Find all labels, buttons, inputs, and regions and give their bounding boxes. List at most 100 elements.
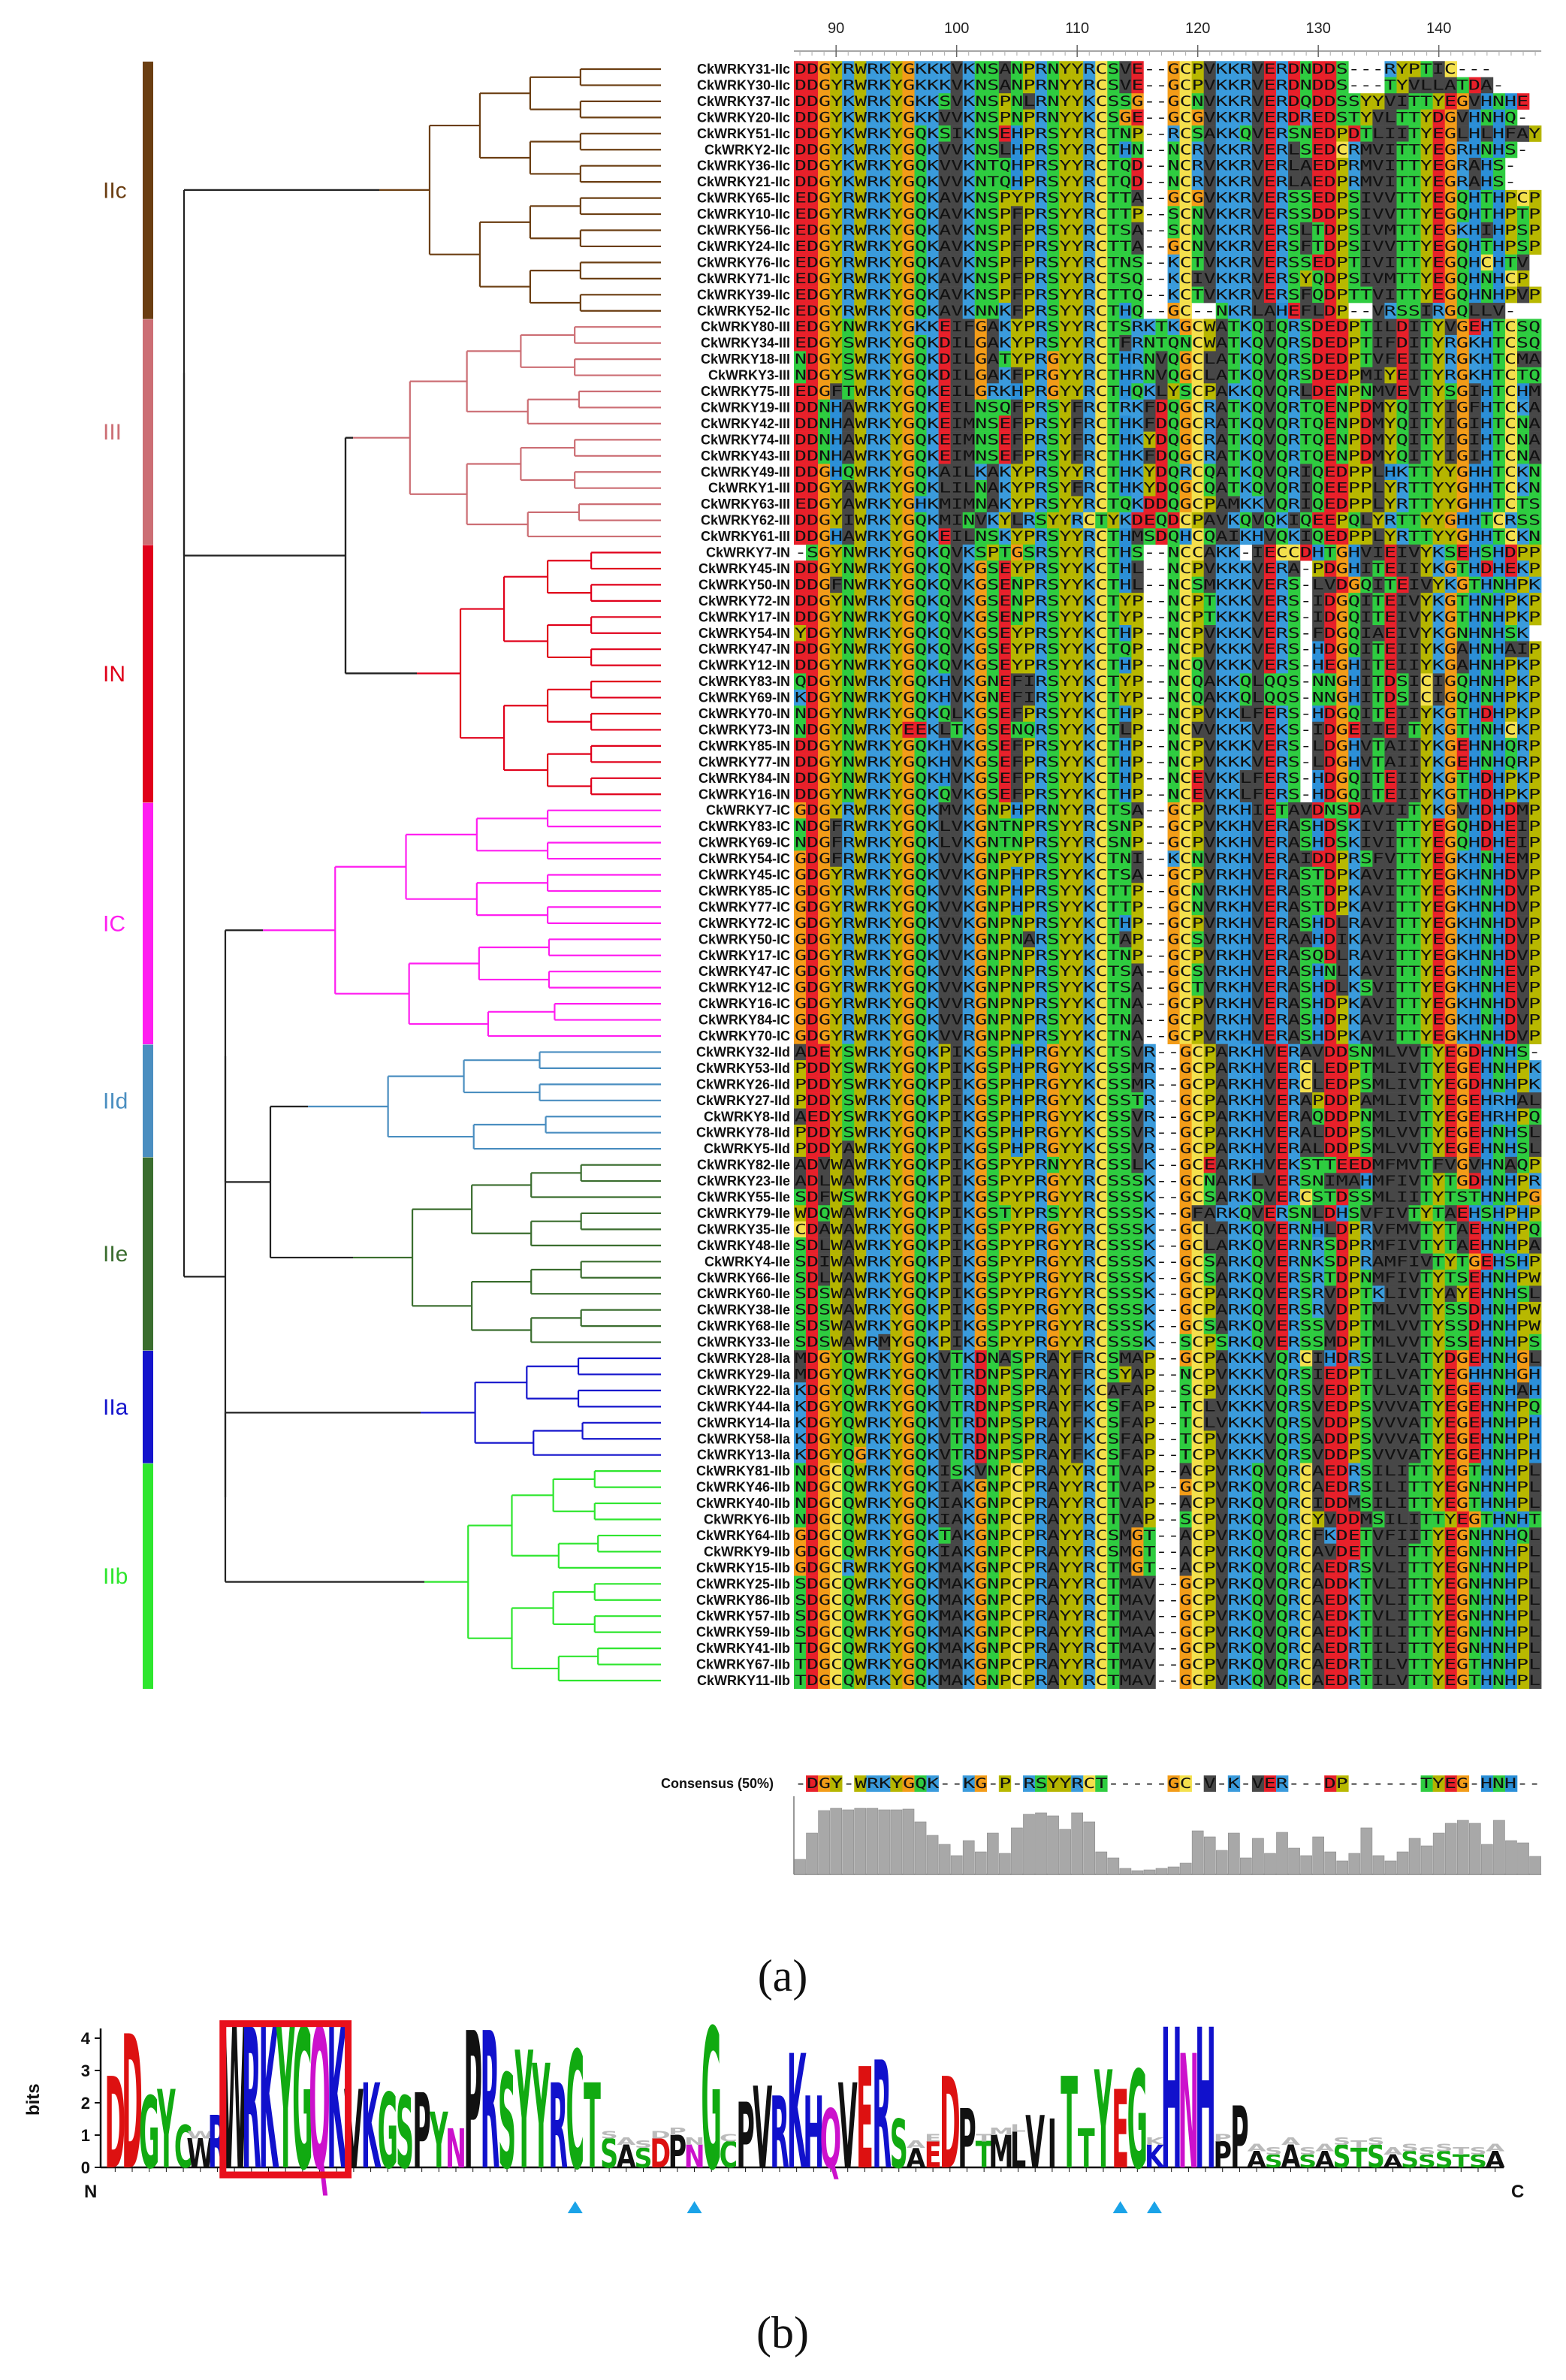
- alignment-sequence: NDGYSWRKYGQKDILGATYPRGYYRCTHRNVQGCLATKQV…: [795, 351, 1541, 367]
- residue-cell: [1203, 61, 1217, 78]
- alignment-sequence: GDGYRWRKYGQKVVKGNPNARSYYKCTAP--GCSVRKHVE…: [795, 931, 1540, 947]
- alignment-sequence: GDGYRWRKYGQKVVKGNPHPRSYYKCTSA--GCPVRKHVE…: [795, 867, 1540, 883]
- residue-cell: [926, 125, 939, 142]
- alignment-sequence: DDGYKWRKYGQKVVKNTQHPRSYYRCTQD--NCRVKKRVE…: [795, 158, 1516, 174]
- residue-cell: [1396, 61, 1409, 78]
- residue-cell: [1179, 77, 1192, 94]
- residue-cell: [1083, 109, 1096, 126]
- residue-cell: [1010, 109, 1024, 126]
- residue-cell: [1384, 109, 1397, 126]
- residue-cell: [950, 93, 963, 110]
- seq-label: CkWRKY70-IC: [699, 1028, 790, 1044]
- seq-label: CkWRKY15-IIb: [696, 1560, 790, 1575]
- alignment-row: ADEYSWRKYGQKPIKGSPHPRGYYKCTSVR--GCPARKHV…: [794, 1044, 1540, 1061]
- residue-cell: [1071, 109, 1084, 126]
- seq-label: CkWRKY72-IN: [699, 593, 790, 609]
- residue-cell: [1022, 61, 1036, 78]
- residue-cell: [1119, 61, 1132, 78]
- residue-cell: [926, 109, 939, 126]
- residue-cell: [1131, 125, 1144, 142]
- residue-cell: [818, 61, 831, 78]
- residue-cell: [974, 61, 988, 78]
- residue-cell: [1456, 109, 1470, 126]
- seq-label: CkWRKY71-IIc: [697, 271, 790, 286]
- residue-cell: [1167, 77, 1180, 94]
- residue-cell: [926, 61, 939, 78]
- seq-label: CkWRKY72-IC: [699, 916, 790, 931]
- residue-cell: [950, 77, 963, 94]
- seq-label: CkWRKY5-IId: [704, 1141, 790, 1156]
- residue-cell: [1444, 93, 1458, 110]
- residue-cell: [1312, 77, 1325, 94]
- residue-cell: [998, 61, 1012, 78]
- alignment-sequence: DDGYKWRKYGQKVVKNSLHPRSYYRCTHN--NCRVKKRVE…: [795, 141, 1528, 158]
- alignment-row: DDGYNWRKYGQKQVKGSEFPRSYYKCTHP--NCEVKKLFE…: [794, 786, 1542, 803]
- residue-cell: [1227, 77, 1241, 94]
- residue-cell: [1372, 109, 1385, 126]
- alignment-row: DDGYNWRKYGQKQVKGSENPRSYYKCTYP--NCPTKKKVE…: [794, 593, 1542, 609]
- alignment-row: PDDYSWRKYGQKPIKGSPHPRGYYKCSSTR--GCPARKHV…: [794, 1092, 1542, 1109]
- alignment-sequence: KDGYNWRKYGQKHVKGNEFIRSYYKCTYP--NCQAKKQLQ…: [795, 690, 1540, 706]
- residue-cell: [1263, 93, 1277, 110]
- residue-cell: [1227, 93, 1241, 110]
- seq-label: CkWRKY22-IIa: [697, 1383, 791, 1398]
- residue-cell: [866, 109, 879, 126]
- residue-cell: [818, 93, 831, 110]
- residue-cell: [1239, 77, 1253, 94]
- residue-cell: [1251, 61, 1265, 78]
- residue-cell: [866, 61, 879, 78]
- residue-cell: [1420, 125, 1433, 142]
- seq-label: CkWRKY68-IIe: [697, 1318, 790, 1333]
- residue-cell: [974, 109, 988, 126]
- alignment-row: YDGYNWRKYGQKQVKGSEYPRSYYKCTHP--NCPVKKKVE…: [794, 625, 1530, 642]
- residue-cell: [974, 125, 988, 142]
- residue-cell: [1167, 125, 1180, 142]
- residue-cell: [1022, 109, 1036, 126]
- alignment-sequence: DDNHAWRKYGQKEIMNSEFPRSYFRCTHKYDQGCRATKQV…: [795, 431, 1541, 448]
- alignment-sequence: GDGYRWRKYGQKVVKGNPNPRSYYKCTSA--GCSVRKHVE…: [795, 963, 1540, 980]
- alignment-row: GDGYRWRKYGQKVVRGNPNPRSYYKCTNA--GCPVRKHVE…: [794, 995, 1542, 1013]
- residue-cell: [1408, 93, 1421, 110]
- seq-label: CkWRKY21-IIc: [697, 174, 790, 189]
- residue-cell: [1456, 125, 1470, 142]
- residue-cell: [1276, 61, 1289, 78]
- alignment-sequence: DDGYAWRKYGQKLILNAKYPRSYFRCTHKYDQGCQATKQV…: [795, 480, 1540, 497]
- alignment-sequence: -SGYNWRKYGQKQVKSPTGSRSYYRCTHS--NCCAKK-IE…: [795, 545, 1540, 561]
- residue-cell: [938, 61, 951, 78]
- residue-cell: [1022, 77, 1036, 94]
- alignment-sequence: SDFWSWRKYGQKPIKGSPYPRGYYRCSSSK--GCSARKQV…: [795, 1189, 1540, 1206]
- alignment-sequence: YDGYNWRKYGQKQVKGSEYPRSYYKCTHP--NCPVKKKVE…: [795, 625, 1529, 642]
- residue-cell: [830, 61, 843, 78]
- seq-label: CkWRKY14-IIa: [697, 1415, 791, 1430]
- residue-cell: [1203, 125, 1217, 142]
- seq-label: CkWRKY59-IIb: [696, 1625, 790, 1640]
- residue-cell: [1372, 93, 1385, 110]
- residue-cell: [1179, 125, 1192, 142]
- alignment-row: DDGFNWRKYGQKQVKGSENPRSYYKCTHL--NCSMKKKVE…: [794, 576, 1542, 593]
- seq-label: CkWRKY69-IC: [699, 835, 790, 850]
- alignment-row: DDGYKWRKYGKKSVKNSPNLRNYYKCSSG--GCNVKKRVE…: [794, 93, 1530, 110]
- residue-cell: [1432, 77, 1445, 94]
- alignment-row: DDGYKWRKYGQKVVKNTQHPRSYYRCTQD--NCRVKKRVE…: [794, 158, 1516, 174]
- residue-cell: [1239, 109, 1253, 126]
- residue-cell: [1468, 77, 1482, 94]
- residue-cell: [1456, 77, 1470, 94]
- residue-cell: [1035, 109, 1048, 126]
- residue-cell: [818, 109, 831, 126]
- seq-label: CkWRKY65-IIc: [697, 191, 790, 206]
- residue-cell: [1022, 125, 1036, 142]
- alignment-sequence: DDGYIWRKYGQKMINVKYLRSYYRCTYKDEQDCPAVKQVQ…: [795, 512, 1540, 529]
- alignment-row: PDDYSWRKYGQKPIKGSPHPRGYYKCSSMR--GCPARKHV…: [794, 1076, 1542, 1093]
- residue-cell: [1047, 61, 1060, 78]
- seq-label: CkWRKY66-IIe: [697, 1270, 790, 1285]
- residue-cell: [806, 125, 819, 142]
- residue-cell: [1432, 109, 1445, 126]
- residue-cell: [938, 125, 951, 142]
- seq-label: CkWRKY53-IId: [696, 1061, 790, 1076]
- alignment-row: EDGYRWRKYGQKAVKNSPFPRSYYRCTSQ--KCIVKKRVE…: [794, 270, 1530, 287]
- alignment-row: QDGYNWRKYGQKHVKGNEFIRSYYKCTYP--NCQAKKQLQ…: [794, 673, 1542, 690]
- residue-cell: [1191, 109, 1204, 126]
- seq-label: CkWRKY50-IN: [699, 577, 790, 592]
- seq-label: CkWRKY37-IIc: [697, 94, 790, 109]
